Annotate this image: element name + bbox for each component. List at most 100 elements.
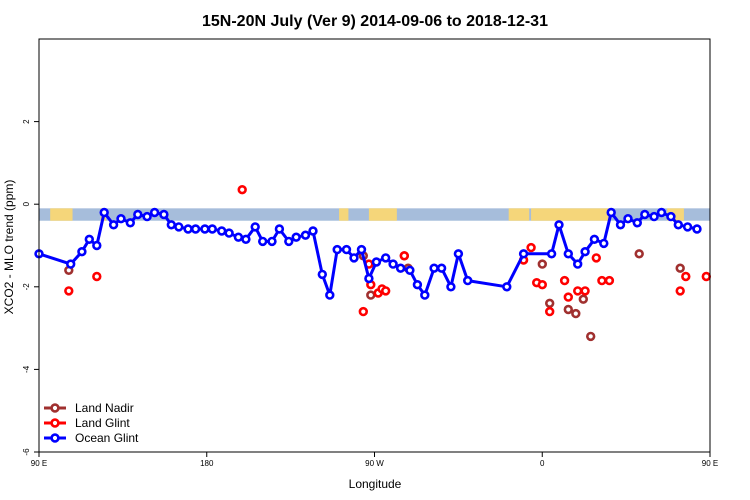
data-point-ocean-glint	[463, 275, 473, 286]
data-point-ocean-glint	[308, 226, 318, 236]
data-point-ocean-glint	[77, 247, 87, 257]
data-point-ocean-glint	[364, 273, 374, 284]
data-point-land-glint	[563, 292, 573, 302]
data-point-ocean-glint	[250, 222, 260, 232]
x-axis-label: Longitude	[349, 477, 402, 491]
data-point-land-nadir	[544, 298, 555, 308]
data-point-ocean-glint	[429, 263, 439, 273]
data-point-ocean-glint	[666, 211, 676, 222]
data-point-land-glint	[64, 286, 74, 296]
data-point-ocean-glint	[133, 209, 143, 220]
y-tick-label: -6	[22, 448, 31, 456]
data-point-land-glint	[701, 271, 711, 282]
land-band-segment	[368, 208, 397, 221]
legend-entry-land-nadir: Land Nadir	[44, 401, 134, 415]
data-point-land-nadir	[571, 308, 581, 319]
data-point-ocean-glint	[149, 207, 160, 218]
data-point-ocean-glint	[554, 220, 564, 230]
data-point-land-nadir	[634, 249, 644, 259]
y-axis: -6 -4 -2 0 2	[22, 119, 39, 456]
data-point-land-glint	[358, 306, 368, 317]
legend-marker	[50, 418, 60, 428]
data-point-ocean-glint	[446, 282, 456, 292]
series-ocean-glint	[34, 207, 702, 300]
data-point-ocean-glint	[572, 259, 583, 269]
data-point-ocean-glint	[300, 230, 311, 240]
data-point-ocean-glint	[673, 220, 683, 230]
data-point-land-glint	[92, 271, 102, 282]
data-point-ocean-glint	[332, 244, 342, 255]
x-tick-label: 90 W	[365, 459, 384, 468]
y-tick-label: -2	[22, 283, 31, 291]
data-point-ocean-glint	[599, 238, 609, 249]
data-point-ocean-glint	[341, 244, 352, 255]
data-point-land-glint	[591, 253, 601, 263]
data-point-ocean-glint	[233, 232, 244, 242]
data-point-ocean-glint	[546, 249, 557, 259]
data-point-ocean-glint	[606, 207, 616, 218]
data-point-land-nadir	[563, 304, 573, 315]
legend-entry-land-glint: Land Glint	[44, 416, 130, 430]
data-point-land-glint	[544, 306, 555, 317]
data-point-ocean-glint	[190, 224, 201, 234]
data-point-ocean-glint	[412, 280, 423, 290]
data-point-land-nadir	[366, 290, 376, 300]
data-point-land-glint	[381, 286, 391, 296]
data-point-ocean-glint	[349, 253, 359, 263]
data-point-land-glint	[526, 242, 536, 253]
data-point-ocean-glint	[395, 263, 406, 273]
data-point-ocean-glint	[405, 265, 415, 275]
data-point-land-nadir	[675, 263, 685, 273]
land-band-segment	[508, 208, 530, 221]
data-point-land-nadir	[537, 259, 547, 269]
data-point-ocean-glint	[274, 224, 285, 234]
data-point-ocean-glint	[183, 224, 193, 234]
data-point-ocean-glint	[580, 247, 590, 257]
data-point-ocean-glint	[84, 234, 95, 245]
data-point-ocean-glint	[284, 236, 294, 247]
data-point-ocean-glint	[325, 290, 335, 300]
data-point-ocean-glint	[589, 234, 600, 245]
data-point-ocean-glint	[388, 259, 398, 269]
data-point-ocean-glint	[436, 263, 447, 273]
x-axis: 90 E 180 90 W 0 90 E	[31, 452, 718, 468]
legend-marker	[50, 433, 60, 443]
data-point-ocean-glint	[65, 259, 76, 269]
x-tick-label: 180	[200, 459, 214, 468]
data-point-land-glint	[399, 251, 409, 261]
data-point-ocean-glint	[166, 220, 177, 230]
data-point-ocean-glint	[615, 220, 626, 230]
data-point-land-glint	[675, 286, 685, 296]
data-point-ocean-glint	[291, 232, 301, 242]
data-point-land-glint	[237, 185, 247, 195]
data-point-ocean-glint	[656, 207, 667, 218]
data-point-ocean-glint	[420, 290, 430, 300]
data-point-ocean-glint	[116, 214, 126, 224]
data-point-land-glint	[681, 271, 691, 282]
legend-label: Land Glint	[75, 416, 130, 430]
chart-title: 15N-20N July (Ver 9) 2014-09-06 to 2018-…	[202, 13, 548, 30]
legend-label: Ocean Glint	[75, 431, 139, 445]
data-point-ocean-glint	[241, 234, 251, 245]
data-point-ocean-glint	[356, 244, 367, 255]
legend-label: Land Nadir	[75, 401, 134, 415]
legend-marker	[50, 403, 60, 413]
y-tick-label: -4	[22, 365, 31, 373]
data-point-land-glint	[604, 275, 615, 286]
data-point-ocean-glint	[623, 214, 633, 224]
data-point-ocean-glint	[207, 224, 218, 234]
data-point-ocean-glint	[563, 249, 573, 259]
data-point-ocean-glint	[142, 211, 152, 222]
data-point-ocean-glint	[217, 226, 227, 236]
data-point-ocean-glint	[200, 224, 210, 234]
data-point-ocean-glint	[502, 282, 512, 292]
data-point-ocean-glint	[92, 240, 102, 251]
y-tick-label: 0	[22, 201, 31, 206]
data-point-ocean-glint	[453, 249, 464, 259]
data-point-ocean-glint	[317, 269, 327, 280]
data-point-ocean-glint	[692, 224, 702, 234]
series-line-ocean-glint	[38, 211, 698, 297]
data-point-land-glint	[597, 275, 607, 286]
